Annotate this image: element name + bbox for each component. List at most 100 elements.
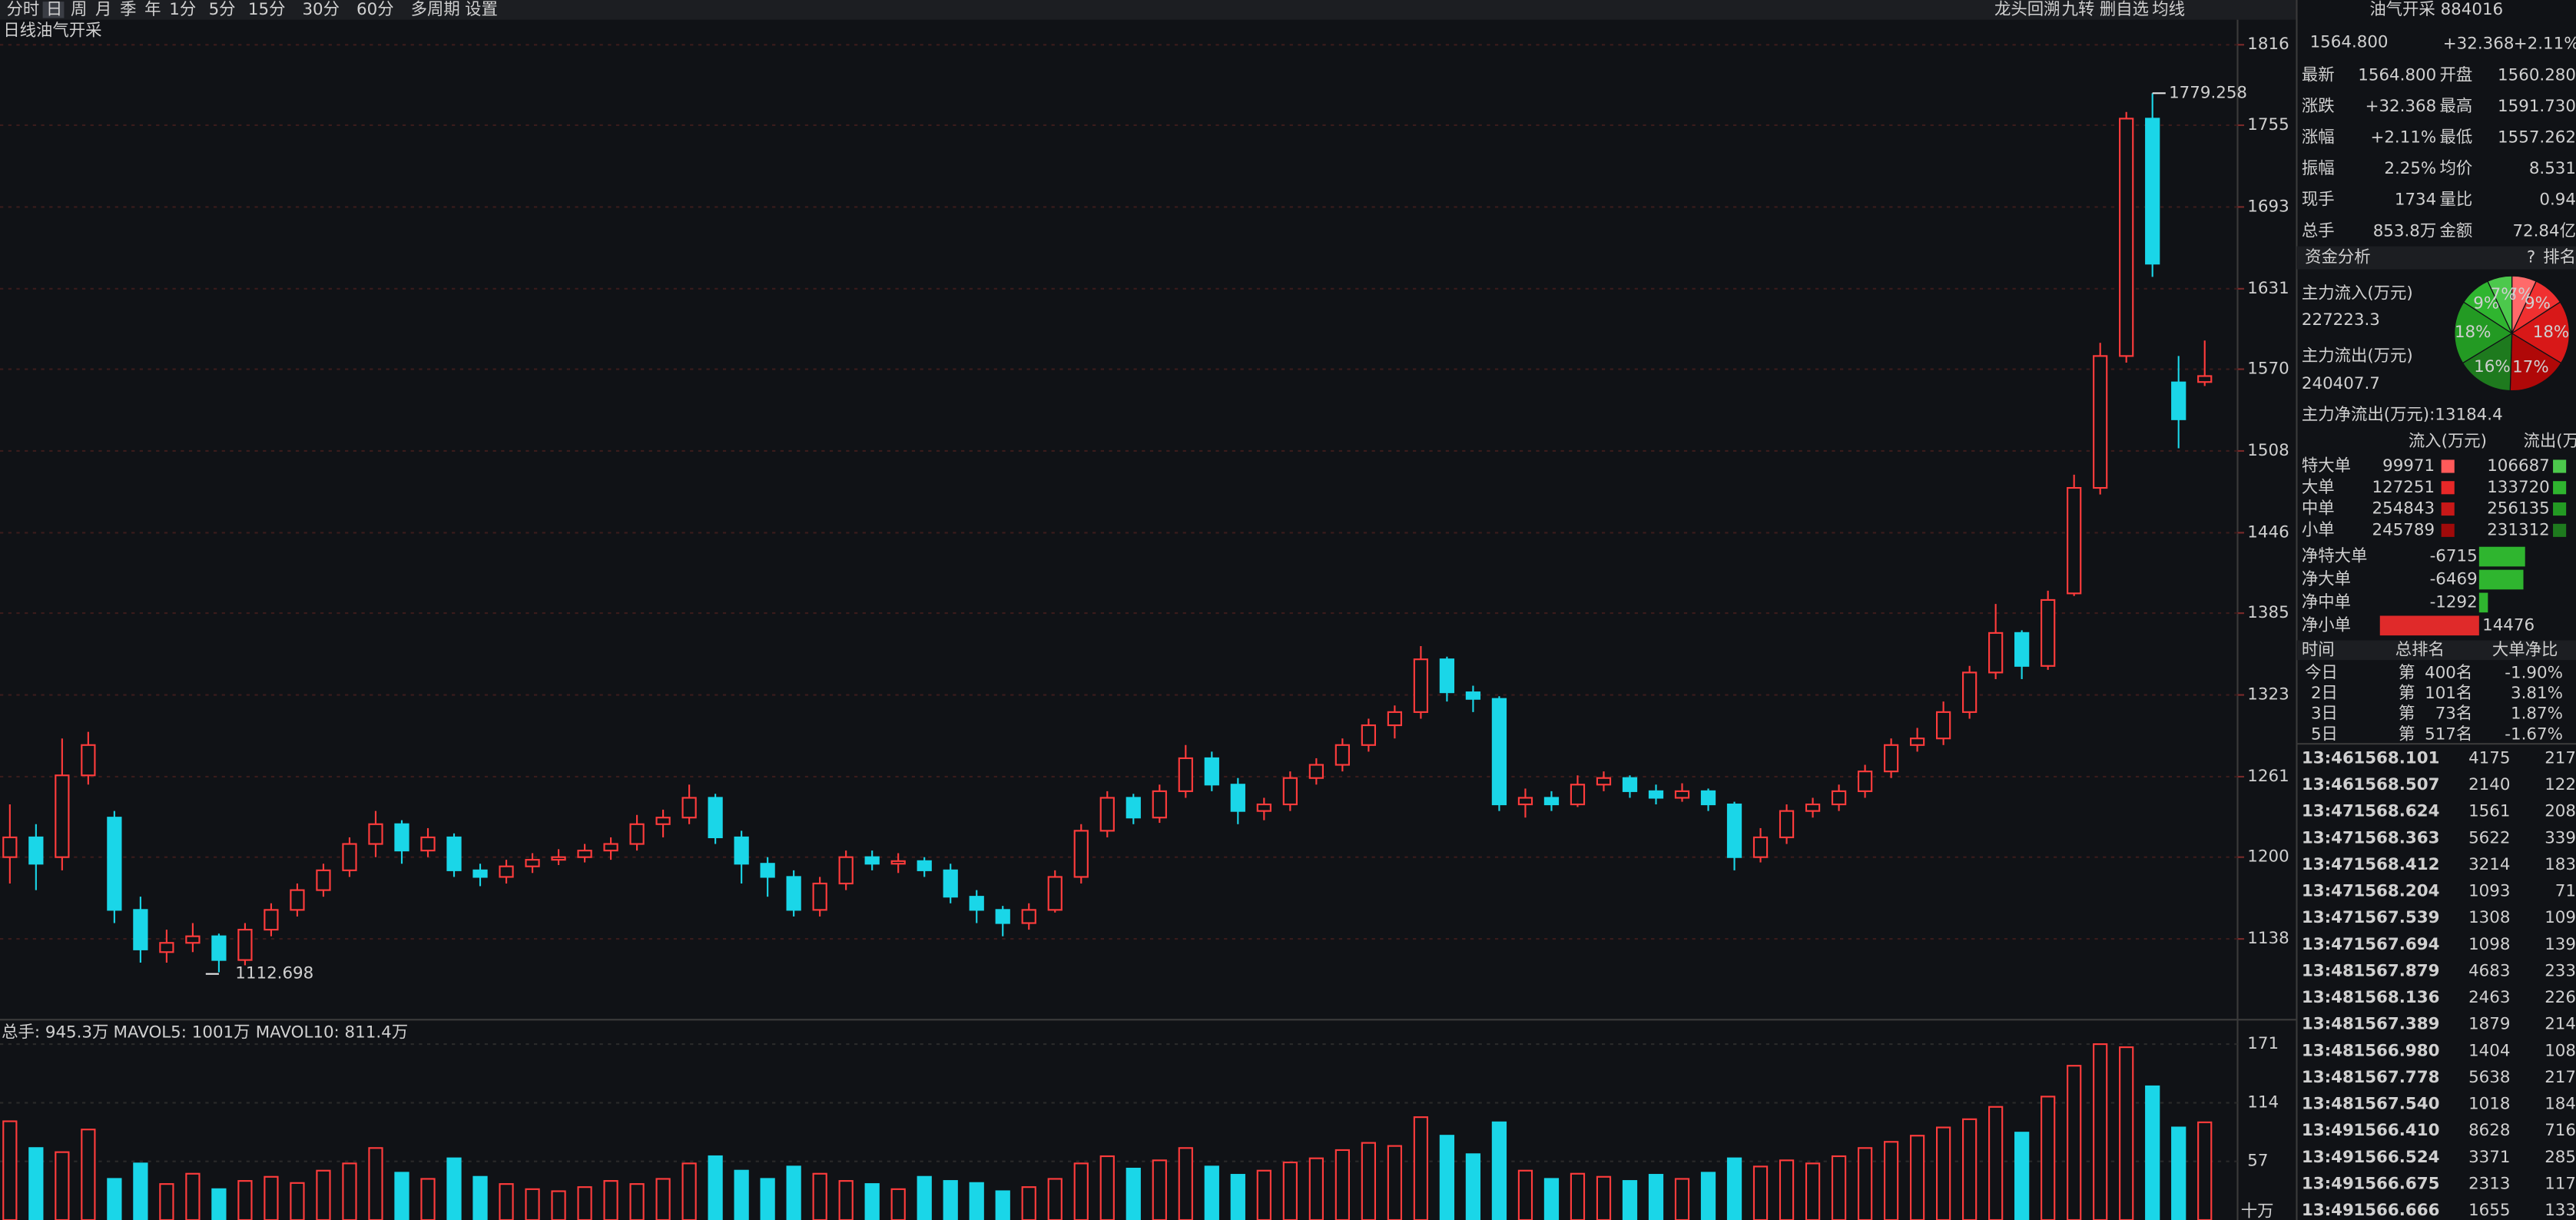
- volume-bar: [2041, 1096, 2056, 1220]
- quote-label: 均价: [2440, 159, 2473, 178]
- candle-body: [760, 863, 775, 878]
- candle-body: [1805, 803, 1821, 812]
- candle-body: [603, 843, 618, 852]
- low-label: 1112.698: [235, 964, 313, 983]
- quote-value: 1557.262: [2498, 128, 2576, 148]
- candle-body: [1126, 797, 1141, 819]
- candle-body: [185, 935, 201, 944]
- candle-body: [133, 909, 148, 950]
- tick-price: 1567.694: [2353, 935, 2439, 954]
- rank-prefix: 第: [2399, 724, 2415, 744]
- tab[interactable]: 周: [71, 0, 87, 19]
- tick-count: 108: [2545, 1041, 2576, 1060]
- quote-label: 最低: [2440, 128, 2473, 148]
- volume-bar: [1909, 1135, 1925, 1220]
- rank-value: 400名: [2425, 663, 2472, 682]
- tick-price: 1566.410: [2353, 1121, 2439, 1140]
- volume-bar: [1779, 1159, 1795, 1220]
- tab[interactable]: 分时: [7, 0, 40, 19]
- tick-count: 122: [2545, 775, 2576, 794]
- volume-bar: [655, 1178, 671, 1220]
- tab[interactable]: 1分: [169, 0, 196, 19]
- tick-price: 1568.136: [2353, 988, 2439, 1007]
- tab[interactable]: 月: [95, 0, 111, 19]
- candle-body: [1857, 771, 1873, 792]
- tick-volume: 2140: [2468, 775, 2510, 794]
- tick-time: 13:48: [2302, 1041, 2354, 1060]
- y-tick-label: 1816: [2247, 35, 2289, 54]
- volume-bar: [2197, 1121, 2213, 1220]
- tick-volume: 8628: [2468, 1121, 2510, 1140]
- tick-count: 139: [2545, 935, 2576, 954]
- tick-price: 1568.507: [2353, 775, 2439, 794]
- net-bar: [2478, 546, 2525, 567]
- tick-count: 339: [2545, 828, 2576, 847]
- candle-body: [211, 935, 227, 961]
- pie-label: 18%: [2533, 323, 2569, 342]
- volume-bar: [1047, 1178, 1063, 1220]
- candle-body: [446, 836, 462, 871]
- volume-bar: [864, 1183, 880, 1220]
- volume-bar: [1596, 1175, 1612, 1220]
- candle-body: [1543, 797, 1560, 806]
- candle-body: [1935, 711, 1951, 740]
- tab[interactable]: 设置: [465, 0, 498, 19]
- candle-body: [838, 856, 854, 885]
- volume-bar: [1126, 1168, 1141, 1220]
- flow-label: 中单: [2302, 499, 2335, 519]
- volume-bar: [368, 1147, 383, 1220]
- tick-volume: 1655: [2468, 1201, 2510, 1220]
- tick-price: 1567.539: [2353, 908, 2439, 927]
- tick-volume: 3371: [2468, 1148, 2510, 1167]
- pie-label: 9%: [2525, 293, 2551, 313]
- tab[interactable]: 60分: [356, 0, 394, 19]
- tab[interactable]: 年: [144, 0, 161, 19]
- tick-time: 13:48: [2302, 988, 2354, 1007]
- volume-bar: [551, 1190, 566, 1220]
- volume-bar: [1465, 1153, 1481, 1220]
- candle-body: [2067, 486, 2082, 595]
- tick-time: 13:48: [2302, 1095, 2354, 1114]
- rank-prefix: 第: [2399, 663, 2415, 682]
- candle-body: [1282, 777, 1298, 806]
- pie-label: 17%: [2512, 358, 2548, 377]
- tab[interactable]: 多周期: [411, 0, 460, 19]
- toolbar-button[interactable]: 龙头回溯: [1994, 0, 2060, 19]
- tab-active-bg: [42, 2, 65, 18]
- y-tick-label: 1200: [2247, 847, 2289, 867]
- net-bar: [2478, 569, 2524, 590]
- toolbar-button[interactable]: 均线: [2152, 0, 2185, 19]
- tick-volume: 3214: [2468, 855, 2510, 874]
- candle-body: [394, 823, 409, 852]
- flow-header: 流入(万元): [2409, 432, 2487, 451]
- tick-count: 285: [2545, 1148, 2576, 1167]
- fund-help[interactable]: ?: [2527, 248, 2535, 267]
- toolbar-button[interactable]: 九转: [2062, 0, 2095, 19]
- tab[interactable]: 30分: [302, 0, 340, 19]
- volume-bar: [290, 1182, 305, 1220]
- quote-label: 量比: [2440, 191, 2473, 210]
- fund-title: 资金分析: [2305, 248, 2370, 267]
- tick-time: 13:49: [2302, 1174, 2354, 1193]
- fund-rank[interactable]: 排名: [2543, 248, 2576, 267]
- volume-bar: [1935, 1126, 1951, 1220]
- toolbar-button[interactable]: 删自选: [2100, 0, 2149, 19]
- tick-volume: 2463: [2468, 988, 2510, 1007]
- tick-count: 716: [2545, 1121, 2576, 1140]
- candle-body: [1962, 671, 1978, 713]
- pie-label: 7%: [2491, 285, 2517, 304]
- tick-volume: 1018: [2468, 1095, 2510, 1114]
- tab[interactable]: 日: [46, 0, 62, 19]
- y-tick-label: 1631: [2247, 279, 2289, 298]
- tick-volume: 4175: [2468, 748, 2510, 767]
- candle-body: [1334, 744, 1350, 766]
- candle-body: [2014, 632, 2030, 667]
- volume-bar: [917, 1175, 932, 1220]
- flow-out-swatch: [2553, 481, 2567, 495]
- tab[interactable]: 5分: [209, 0, 236, 19]
- tab[interactable]: 15分: [248, 0, 286, 19]
- volume-bar: [995, 1190, 1010, 1220]
- tab[interactable]: 季: [120, 0, 136, 19]
- volume-bar: [264, 1175, 279, 1220]
